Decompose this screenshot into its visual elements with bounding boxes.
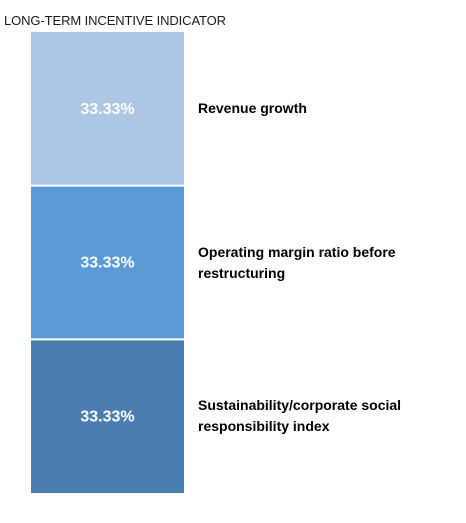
chart-title: LONG-TERM INCENTIVE INDICATOR: [4, 13, 226, 28]
bar-segment-3: [31, 339, 184, 493]
data-label-2: 33.33%: [80, 255, 134, 272]
bar-segment-2: [31, 185, 184, 340]
category-label-1: Revenue growth: [198, 100, 307, 117]
data-label-1: 33.33%: [80, 101, 134, 118]
data-label-3: 33.33%: [80, 408, 134, 425]
bar-segment-1: [31, 32, 184, 186]
category-label-3: Sustainability/corporate social responsi…: [198, 397, 402, 435]
category-label-2: Operating margin ratio before restructur…: [198, 243, 396, 281]
